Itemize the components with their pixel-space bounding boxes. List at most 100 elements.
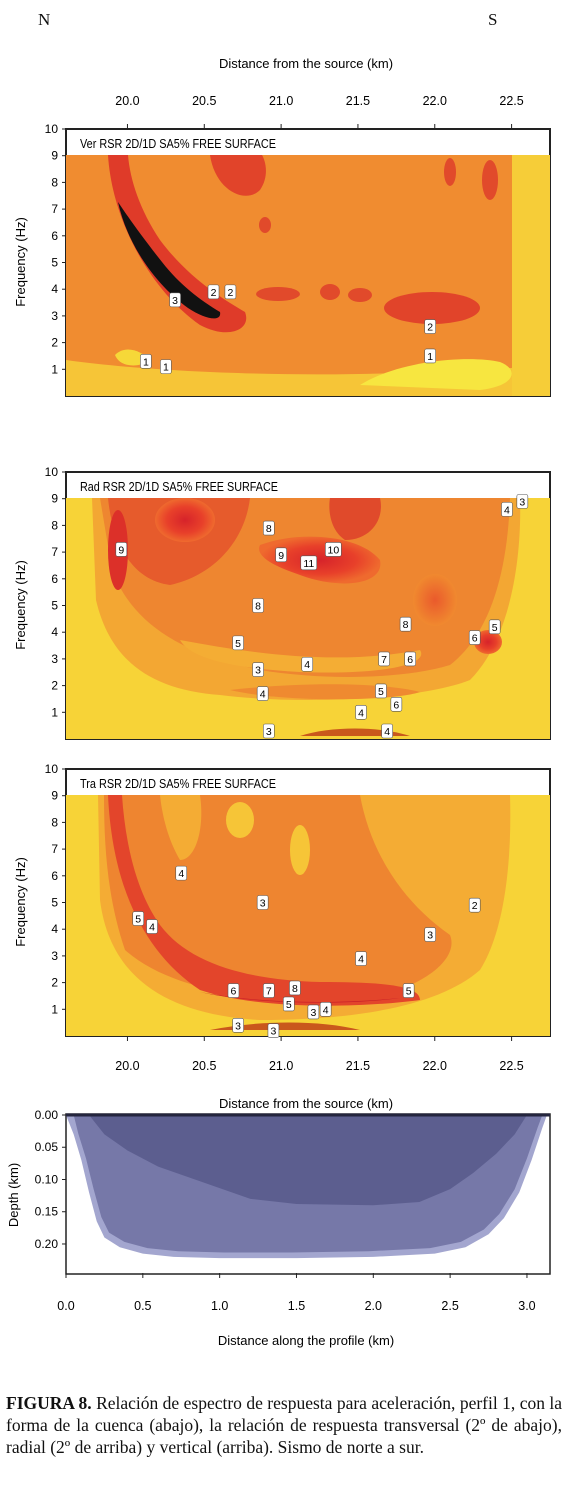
- ver-red-blob-f: [259, 217, 271, 233]
- contour-label-value: 8: [255, 601, 261, 613]
- contour-label-value: 4: [304, 659, 310, 671]
- contour-label-box: [232, 635, 244, 651]
- contour-label-box: [263, 983, 275, 998]
- rad-contour-label: 4: [256, 686, 269, 701]
- tra-bottom-dark-band: [210, 1022, 360, 1030]
- rad-frequency-tick-label: 2: [51, 679, 58, 693]
- contour-label-box: [132, 911, 145, 926]
- contour-label-value: 3: [235, 1020, 241, 1032]
- tra-contour-label: 3: [267, 1023, 280, 1038]
- contour-label-box: [399, 616, 412, 632]
- contour-label-box: [468, 897, 481, 913]
- rad-contour-label: 6: [404, 651, 416, 667]
- contour-label-box: [375, 683, 387, 699]
- contour-label-box: [267, 1023, 280, 1038]
- ver-contour-label: 2: [424, 319, 436, 334]
- basin-depth-tick-label: 0.05: [35, 1140, 59, 1154]
- rad-contour-label: 11: [300, 555, 318, 571]
- contour-label-box: [160, 359, 172, 374]
- rad-panel-title: Rad RSR 2D/1D SA5% FREE SURFACE: [80, 480, 278, 494]
- basin-distance-ticks: 0.0 0.5 1.0 1.5 2.0 2.5 3.0: [57, 1273, 536, 1313]
- top-axis-ticks: 20.0 20.5 21.0 21.5 22.0 22.5: [115, 94, 524, 129]
- contour-label-value: 7: [266, 986, 272, 998]
- contour-label-box: [468, 630, 481, 645]
- rad-frequency-tick-label: 9: [51, 492, 58, 506]
- rad-frequency-tick-label: 8: [51, 518, 58, 532]
- top-axis-tick-label: 22.5: [499, 94, 523, 108]
- contour-label-value: 4: [323, 1004, 329, 1016]
- ver-red-blob-c: [348, 288, 372, 302]
- rad-frequency-tick-label: 3: [51, 652, 58, 666]
- top-axis-tick-label: 22.0: [423, 94, 447, 108]
- contour-label-box: [263, 520, 275, 536]
- rad-red-left-blob: [155, 498, 215, 542]
- rad-contour-label: 4: [301, 656, 314, 672]
- tra-contour-label: 3: [424, 927, 436, 942]
- contour-label-value: 4: [358, 954, 364, 966]
- ver-frequency-tick-label: 8: [51, 175, 58, 189]
- ver-frequency-tick-label: 3: [51, 309, 58, 323]
- contour-label-value: 6: [393, 699, 399, 711]
- ver-red-blob-b: [320, 284, 340, 300]
- basin-distance-tick-label: 1.5: [288, 1299, 305, 1313]
- middle-axis-ticks: 20.0 20.5 21.0 21.5 22.0 22.5: [115, 1036, 524, 1073]
- tra-contour-label: 4: [319, 1001, 332, 1017]
- contour-label-box: [140, 353, 152, 369]
- contour-label-box: [404, 651, 416, 667]
- rad-inner-contour-band: [180, 640, 422, 673]
- contour-label-value: 9: [118, 544, 124, 556]
- contour-label-value: 3: [519, 496, 525, 508]
- contour-label-value: 4: [149, 922, 155, 934]
- tra-frequency-tick-label: 2: [51, 976, 58, 990]
- contour-label-value: 4: [504, 504, 510, 516]
- contour-label-box: [424, 348, 436, 364]
- ver-red-blob-a: [256, 287, 300, 301]
- ver-frequency-tick-label: 6: [51, 229, 58, 243]
- rad-contour-label: 4: [355, 704, 367, 720]
- contour-label-value: 5: [378, 686, 384, 698]
- contour-label-value: 8: [403, 619, 409, 631]
- contour-label-value: 4: [178, 868, 184, 880]
- contour-label-box: [227, 983, 240, 998]
- caption-text: Relación de espectro de respuesta para a…: [6, 1393, 563, 1457]
- top-axis-tick-label: 21.0: [269, 94, 293, 108]
- contour-label-box: [256, 686, 269, 701]
- contour-label-value: 5: [492, 622, 498, 634]
- contour-label-box: [488, 619, 501, 635]
- top-axis-title: Distance from the source (km): [219, 56, 393, 71]
- ver-contour-label: 1: [140, 353, 152, 369]
- tra-frequency-tick-label: 7: [51, 842, 58, 856]
- contour-label-value: 5: [235, 638, 241, 650]
- ver-red-patch-right: [384, 292, 480, 324]
- ver-contour-label: 3: [169, 292, 181, 308]
- basin-depth-axis-title: Depth (km): [6, 1163, 21, 1227]
- contour-label-box: [355, 704, 367, 720]
- figure-caption: FIGURA 8. Relación de espectro de respue…: [6, 1392, 562, 1458]
- rad-contour-label: 9: [115, 542, 128, 557]
- contour-label-box: [378, 651, 390, 667]
- ver-right-edge-band: [512, 155, 550, 396]
- rad-contour-label: 5: [375, 683, 387, 699]
- contour-label-value: 2: [472, 900, 478, 912]
- contour-label-value: 1: [163, 362, 169, 374]
- ver-panel-title: Ver RSR 2D/1D SA5% FREE SURFACE: [80, 137, 276, 151]
- rad-orange-right-blob: [413, 574, 457, 626]
- contour-label-box: [169, 292, 181, 308]
- north-label: N: [38, 10, 51, 29]
- contour-label-box: [256, 895, 269, 910]
- contour-label-value: 3: [271, 1026, 277, 1038]
- contour-label-value: 3: [266, 726, 272, 738]
- contour-label-box: [115, 542, 128, 557]
- rad-contour-label: 6: [468, 630, 481, 645]
- rad-frequency-ticks: 1 2 3 4 5 6 7 8 9 10: [45, 465, 66, 719]
- contour-label-value: 6: [472, 633, 478, 645]
- ver-contour-labels: 32 21 121: [140, 284, 436, 374]
- rad-frequency-tick-label: 1: [51, 705, 58, 719]
- contour-label-box: [289, 980, 301, 996]
- ver-frequency-ticks: 1 2 3 4 5 6 7 8 9 10: [45, 122, 66, 376]
- contour-label-box: [501, 502, 513, 517]
- rad-contour-label: 7: [378, 651, 390, 667]
- contour-label-box: [146, 919, 158, 934]
